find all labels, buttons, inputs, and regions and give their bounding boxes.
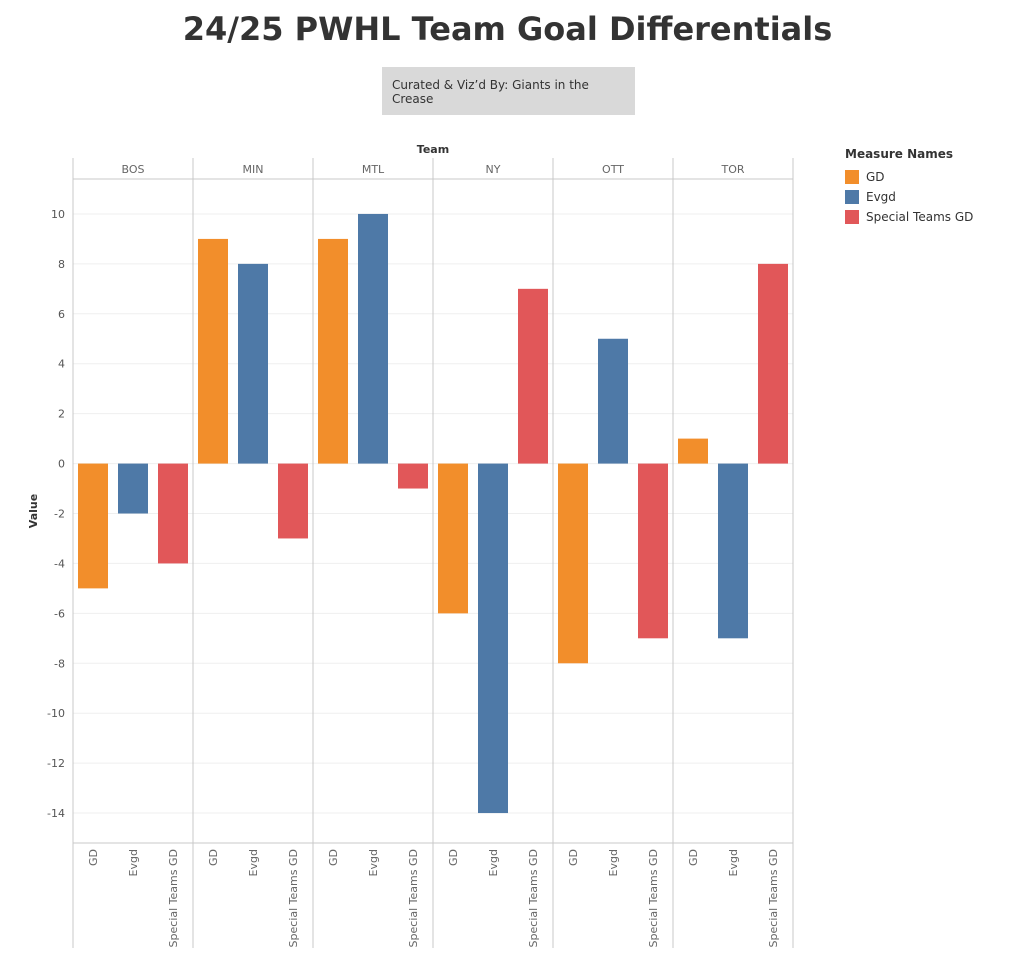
x-tick-label-ny-special-teams-gd: Special Teams GD — [527, 849, 540, 947]
y-tick-label: -6 — [54, 607, 65, 620]
y-tick-label: -8 — [54, 657, 65, 670]
y-tick-label: 8 — [58, 258, 65, 271]
bar-bos-gd — [78, 463, 108, 589]
bar-ny-gd — [438, 463, 468, 614]
bar-min-evgd — [238, 263, 268, 464]
y-tick-label: 4 — [58, 358, 65, 371]
y-tick-label: 2 — [58, 408, 65, 421]
x-tick-label-min-gd: GD — [207, 849, 220, 866]
legend-label-special-teams-gd: Special Teams GD — [866, 210, 974, 224]
legend-item-special-teams-gd[interactable]: Special Teams GD — [845, 207, 973, 227]
y-tick-label: 10 — [51, 208, 65, 221]
legend-title: Measure Names — [845, 147, 954, 161]
legend-label-gd: GD — [866, 170, 885, 184]
x-tick-label-bos-special-teams-gd: Special Teams GD — [167, 849, 180, 947]
y-tick-label: 6 — [58, 308, 65, 321]
bar-bos-special-teams-gd — [158, 463, 188, 564]
bar-tor-evgd — [718, 463, 748, 639]
bar-tor-gd — [678, 438, 708, 464]
x-tick-label-tor-special-teams-gd: Special Teams GD — [767, 849, 780, 947]
y-tick-label: -12 — [47, 757, 65, 770]
legend-swatch-gd — [845, 170, 859, 184]
team-header-mtl: MTL — [362, 163, 385, 176]
bar-tor-special-teams-gd — [758, 263, 788, 464]
y-tick-label: -2 — [54, 507, 65, 520]
x-tick-label-ny-gd: GD — [447, 849, 460, 866]
chart-title: 24/25 PWHL Team Goal Differentials — [182, 10, 833, 48]
x-tick-label-mtl-evgd: Evgd — [367, 849, 380, 876]
x-tick-label-mtl-special-teams-gd: Special Teams GD — [407, 849, 420, 947]
bar-ny-evgd — [478, 463, 508, 814]
bar-ny-special-teams-gd — [518, 288, 548, 464]
legend-swatch-evgd — [845, 190, 859, 204]
team-header-bos: BOS — [122, 163, 145, 176]
x-tick-label-ott-special-teams-gd: Special Teams GD — [647, 849, 660, 947]
y-tick-label: -4 — [54, 557, 65, 570]
bar-mtl-gd — [318, 238, 348, 464]
x-tick-label-min-special-teams-gd: Special Teams GD — [287, 849, 300, 947]
x-tick-label-bos-gd: GD — [87, 849, 100, 866]
column-header-title: Team — [417, 143, 449, 156]
x-tick-label-ott-gd: GD — [567, 849, 580, 866]
bar-min-special-teams-gd — [278, 463, 308, 539]
bar-ott-special-teams-gd — [638, 463, 668, 639]
bar-ott-evgd — [598, 338, 628, 464]
y-tick-label: -10 — [47, 707, 65, 720]
x-tick-label-mtl-gd: GD — [327, 849, 340, 866]
team-header-ott: OTT — [602, 163, 624, 176]
team-header-ny: NY — [486, 163, 501, 176]
bar-mtl-special-teams-gd — [398, 463, 428, 489]
legend-item-gd[interactable]: GD — [845, 167, 973, 187]
bar-min-gd — [198, 238, 228, 464]
x-tick-label-bos-evgd: Evgd — [127, 849, 140, 876]
x-tick-label-tor-gd: GD — [687, 849, 700, 866]
bar-mtl-evgd — [358, 213, 388, 464]
y-tick-label: -14 — [47, 807, 65, 820]
team-header-tor: TOR — [720, 163, 744, 176]
x-tick-label-ny-evgd: Evgd — [487, 849, 500, 876]
bar-ott-gd — [558, 463, 588, 664]
legend-item-evgd[interactable]: Evgd — [845, 187, 973, 207]
x-tick-label-tor-evgd: Evgd — [727, 849, 740, 876]
y-axis-label: Value — [27, 494, 40, 528]
x-tick-label-min-evgd: Evgd — [247, 849, 260, 876]
legend-swatch-special-teams-gd — [845, 210, 859, 224]
legend-label-evgd: Evgd — [866, 190, 896, 204]
x-tick-label-ott-evgd: Evgd — [607, 849, 620, 876]
bar-bos-evgd — [118, 463, 148, 514]
y-tick-label: 0 — [58, 458, 65, 471]
legend: Measure Names GD Evgd Special Teams GD — [845, 147, 973, 227]
team-header-min: MIN — [243, 163, 264, 176]
credit-box: Curated & Viz’d By: Giants in the Crease — [382, 67, 635, 115]
